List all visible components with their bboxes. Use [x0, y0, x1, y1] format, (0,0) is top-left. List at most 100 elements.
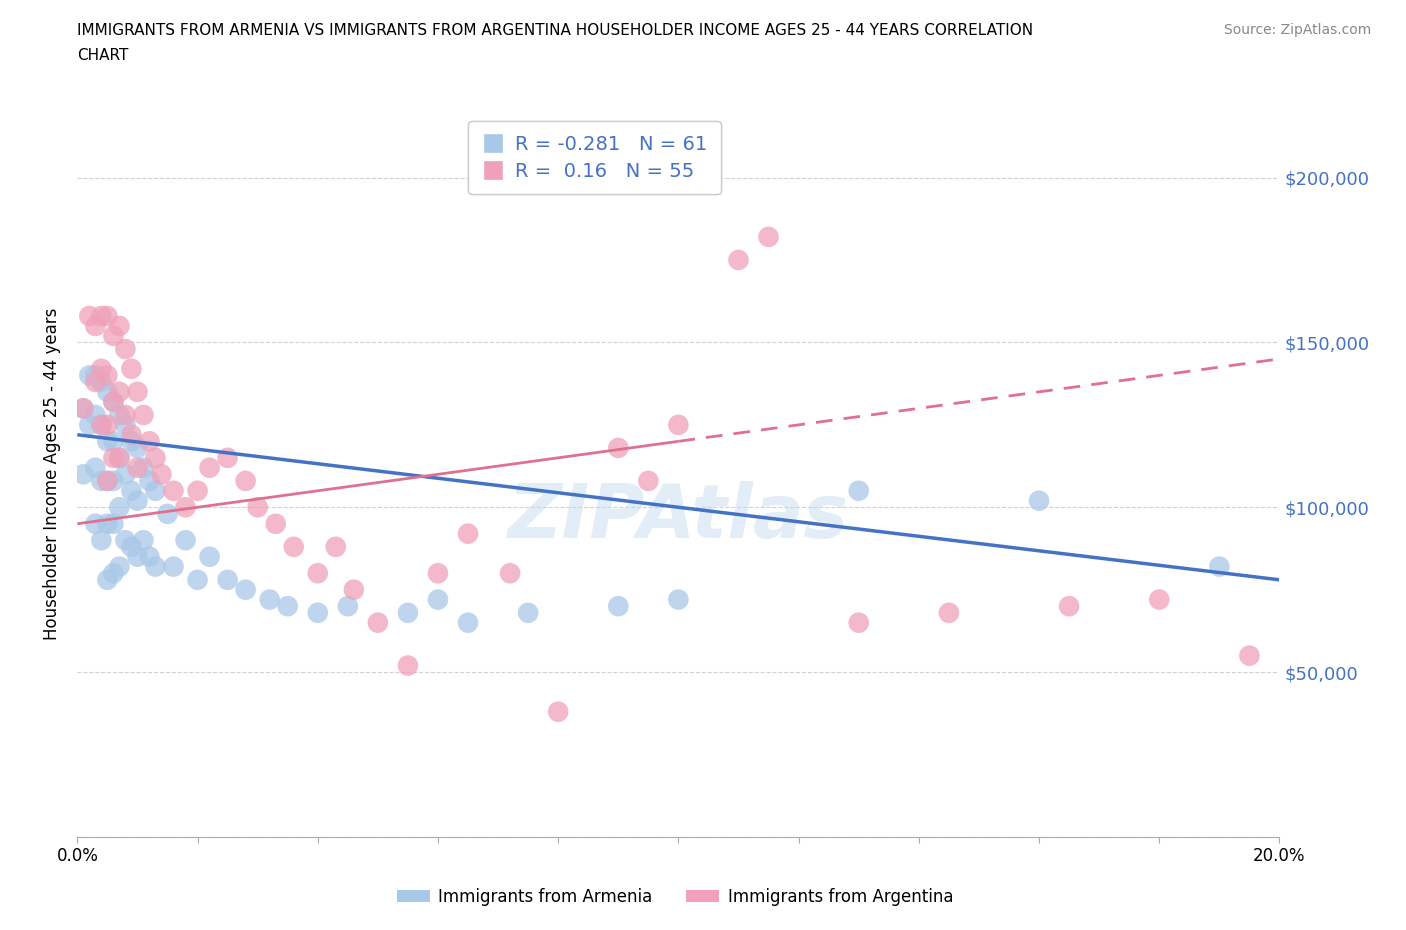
Point — [96, 384, 118, 399]
Point — [457, 526, 479, 541]
Point — [427, 565, 450, 580]
Point — [84, 407, 107, 422]
Point — [84, 460, 107, 475]
Point — [103, 434, 125, 449]
Point — [103, 565, 125, 580]
Point — [72, 467, 94, 482]
Point — [108, 318, 131, 333]
Point — [108, 450, 131, 465]
Point — [367, 616, 389, 631]
Point — [90, 418, 112, 432]
Point — [848, 484, 870, 498]
Point — [758, 230, 780, 245]
Point — [217, 450, 239, 465]
Point — [1028, 493, 1050, 508]
Point — [96, 309, 118, 324]
Point — [162, 559, 184, 574]
Point — [103, 328, 125, 343]
Point — [120, 539, 142, 554]
Point — [108, 499, 131, 514]
Point — [127, 384, 149, 399]
Point — [103, 473, 125, 488]
Point — [96, 418, 118, 432]
Point — [114, 467, 136, 482]
Point — [138, 434, 160, 449]
Point — [138, 550, 160, 565]
Point — [174, 533, 197, 548]
Point — [90, 309, 112, 324]
Point — [114, 418, 136, 432]
Point — [283, 539, 305, 554]
Text: Source: ZipAtlas.com: Source: ZipAtlas.com — [1223, 23, 1371, 37]
Point — [108, 407, 131, 422]
Point — [79, 418, 101, 432]
Point — [120, 484, 142, 498]
Point — [668, 418, 690, 432]
Point — [108, 450, 131, 465]
Point — [145, 484, 167, 498]
Y-axis label: Householder Income Ages 25 - 44 years: Householder Income Ages 25 - 44 years — [44, 308, 62, 641]
Point — [72, 401, 94, 416]
Legend: R = -0.281   N = 61, R =  0.16   N = 55: R = -0.281 N = 61, R = 0.16 N = 55 — [468, 121, 720, 194]
Point — [103, 450, 125, 465]
Point — [84, 368, 107, 383]
Point — [637, 473, 659, 488]
Point — [336, 599, 359, 614]
Point — [96, 473, 118, 488]
Point — [217, 572, 239, 587]
Point — [307, 565, 329, 580]
Point — [108, 559, 131, 574]
Point — [517, 605, 540, 620]
Point — [156, 507, 179, 522]
Point — [259, 592, 281, 607]
Point — [1057, 599, 1080, 614]
Point — [547, 704, 569, 719]
Point — [103, 516, 125, 531]
Point — [150, 467, 173, 482]
Point — [127, 460, 149, 475]
Point — [96, 473, 118, 488]
Point — [96, 572, 118, 587]
Point — [187, 572, 209, 587]
Point — [132, 533, 155, 548]
Point — [668, 592, 690, 607]
Point — [90, 418, 112, 432]
Point — [72, 401, 94, 416]
Point — [132, 460, 155, 475]
Point — [343, 582, 366, 597]
Point — [90, 533, 112, 548]
Point — [84, 375, 107, 390]
Point — [1208, 559, 1230, 574]
Point — [120, 362, 142, 377]
Point — [96, 516, 118, 531]
Point — [84, 516, 107, 531]
Point — [79, 309, 101, 324]
Legend: Immigrants from Armenia, Immigrants from Argentina: Immigrants from Armenia, Immigrants from… — [389, 881, 960, 912]
Point — [103, 394, 125, 409]
Point — [108, 384, 131, 399]
Point — [499, 565, 522, 580]
Text: IMMIGRANTS FROM ARMENIA VS IMMIGRANTS FROM ARGENTINA HOUSEHOLDER INCOME AGES 25 : IMMIGRANTS FROM ARMENIA VS IMMIGRANTS FR… — [77, 23, 1033, 38]
Point — [174, 499, 197, 514]
Point — [264, 516, 287, 531]
Point — [727, 253, 749, 268]
Point — [127, 550, 149, 565]
Point — [1149, 592, 1171, 607]
Point — [90, 375, 112, 390]
Point — [127, 441, 149, 456]
Point — [96, 434, 118, 449]
Point — [127, 493, 149, 508]
Point — [307, 605, 329, 620]
Point — [187, 484, 209, 498]
Point — [103, 394, 125, 409]
Point — [79, 368, 101, 383]
Text: ZIPAtlas: ZIPAtlas — [508, 482, 849, 554]
Point — [198, 550, 221, 565]
Point — [607, 599, 630, 614]
Point — [114, 407, 136, 422]
Point — [120, 427, 142, 442]
Point — [132, 407, 155, 422]
Point — [325, 539, 347, 554]
Point — [396, 658, 419, 673]
Point — [457, 616, 479, 631]
